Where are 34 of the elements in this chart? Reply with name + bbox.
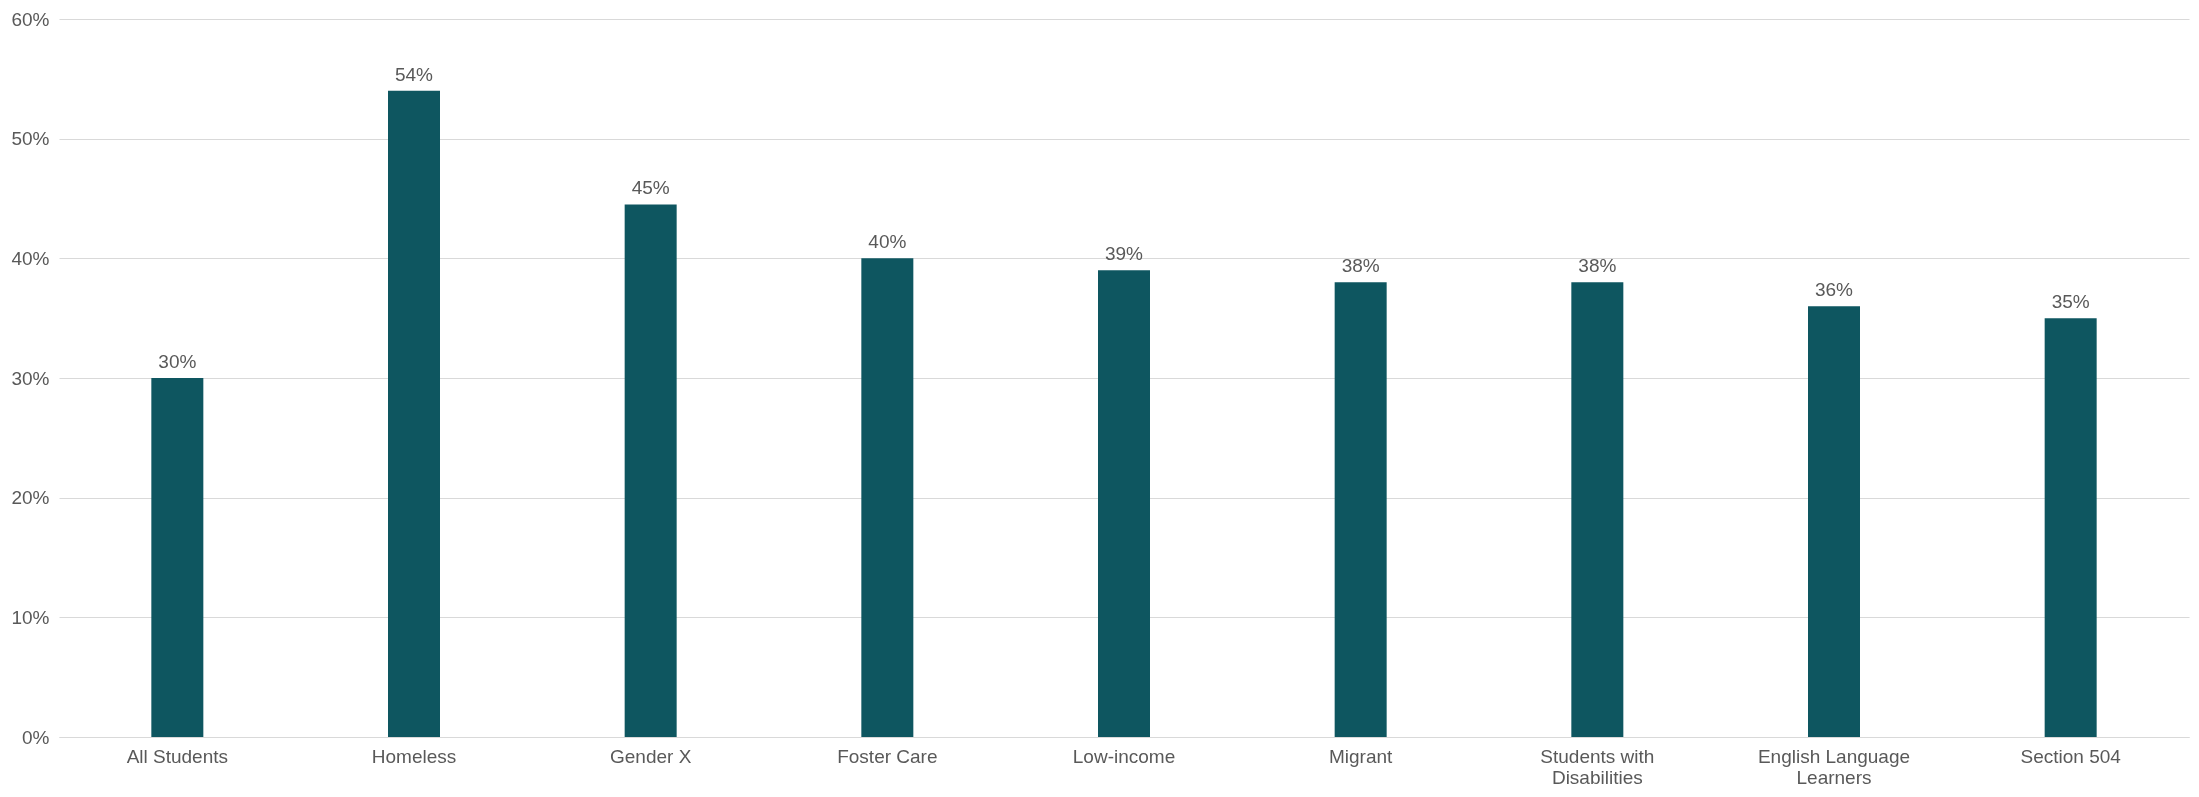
y-tick-label: 40%: [11, 247, 50, 269]
data-label: 35%: [2051, 291, 2090, 313]
bar: [388, 90, 440, 737]
bar: [151, 378, 204, 737]
bar: [624, 204, 677, 737]
x-tick-label: Gender X: [610, 745, 692, 767]
x-tick-label: English Language Learners: [1757, 745, 1911, 788]
bar: [1334, 282, 1387, 737]
data-label: 36%: [1814, 279, 1854, 301]
bar: [1571, 282, 1624, 737]
y-tick-label: 20%: [11, 487, 50, 509]
data-label: 45%: [631, 177, 670, 199]
bar: [1098, 270, 1150, 737]
x-tick-label: Homeless: [371, 745, 457, 767]
y-tick-label: 30%: [11, 367, 50, 389]
data-label: 39%: [1104, 243, 1144, 265]
data-label: 38%: [1578, 255, 1617, 277]
x-tick-label: Migrant: [1328, 745, 1394, 767]
y-tick-label: 50%: [11, 128, 50, 150]
x-tick-label: All Students: [126, 745, 229, 767]
data-label: 38%: [1341, 255, 1380, 277]
x-tick-label: Section 504: [2020, 745, 2122, 767]
data-label: 40%: [868, 231, 907, 253]
bar: [1808, 306, 1860, 737]
y-tick-label: 0%: [22, 726, 50, 748]
bar: [2044, 318, 2097, 737]
y-tick-label: 10%: [11, 606, 50, 628]
bar: [861, 258, 914, 737]
data-label: 54%: [394, 63, 434, 85]
x-tick-label: Low-income: [1072, 745, 1176, 767]
x-tick-label: Students with Disabilities: [1540, 745, 1655, 788]
data-label: 30%: [158, 351, 197, 372]
x-tick-label: Foster Care: [837, 745, 938, 767]
y-tick-label: 60%: [11, 8, 50, 30]
